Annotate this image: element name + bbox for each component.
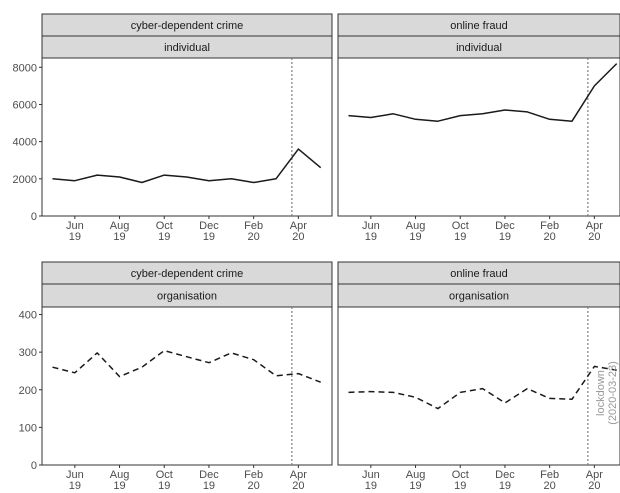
x-tick-label: Oct 19: [156, 220, 173, 243]
y-tick-label: 4000: [13, 137, 37, 149]
series-line: [348, 365, 617, 410]
x-tick-label: Feb 20: [540, 220, 559, 243]
y-tick-label: 200: [19, 385, 37, 397]
facet-strip-label-online-fraud: online fraud: [450, 268, 508, 280]
panel-frame: [41, 57, 333, 217]
lockdown-annotation: lockdown(2020-03-23): [595, 361, 619, 425]
x-tick-label: Feb 20: [244, 469, 263, 492]
x-tick-label: Oct 19: [156, 469, 173, 492]
x-tick-label: Dec 19: [199, 469, 219, 492]
facet-strip-label-individual: individual: [164, 42, 210, 54]
y-tick-label: 6000: [13, 99, 37, 111]
panel-frame: [41, 306, 333, 466]
facet-panel: cyber-dependent crime organisation 0 100 200…: [19, 261, 333, 492]
x-tick-label: Aug 19: [110, 469, 130, 492]
x-tick-label: Oct 19: [452, 469, 469, 492]
x-tick-label: Apr 20: [290, 469, 307, 492]
facet-panel: cyber-dependent crime individual 0 2000 4000…: [13, 13, 333, 243]
x-tick-label: Jun 19: [362, 220, 380, 243]
facet-strip-label-organisation: organisation: [157, 291, 217, 303]
x-tick-label: Oct 19: [452, 220, 469, 243]
y-tick-label: 8000: [13, 62, 37, 74]
x-tick-label: Apr 20: [586, 220, 603, 243]
facet-panel: online fraud organisation Jun 19 Aug 19 Oct 19 D…: [337, 261, 620, 492]
y-tick-label: 2000: [13, 174, 37, 186]
x-tick-label: Aug 19: [406, 469, 426, 492]
facet-strip-label-cyber-dependent-crime: cyber-dependent crime: [131, 268, 244, 280]
facet-panel: online fraud individual Jun 19 Aug 19 Oct 19 Dec…: [337, 13, 620, 243]
series-line: [52, 148, 322, 184]
facet-strip-label-individual: individual: [456, 42, 502, 54]
y-tick-label: 100: [19, 422, 37, 434]
x-tick-label: Dec 19: [199, 220, 219, 243]
facet-strip-label-organisation: organisation: [449, 291, 509, 303]
facet-strip-label-cyber-dependent-crime: cyber-dependent crime: [131, 20, 244, 32]
panel-frame: [337, 306, 620, 466]
panel-frame: [337, 57, 620, 217]
x-tick-label: Dec 19: [495, 220, 515, 243]
x-tick-label: Jun 19: [362, 469, 380, 492]
x-tick-label: Apr 20: [586, 469, 603, 492]
x-tick-label: Aug 19: [406, 220, 426, 243]
x-tick-label: Jun 19: [66, 220, 84, 243]
series-line: [52, 349, 321, 383]
x-tick-label: Feb 20: [540, 469, 559, 492]
y-tick-label: 300: [19, 347, 37, 359]
y-tick-label: 0: [31, 460, 37, 472]
y-tick-label: 0: [31, 211, 37, 223]
x-tick-label: Aug 19: [110, 220, 130, 243]
x-tick-label: Apr 20: [290, 220, 307, 243]
facet-strip-label-online-fraud: online fraud: [450, 20, 508, 32]
series-line: [348, 63, 618, 122]
y-tick-label: 400: [19, 310, 37, 322]
x-tick-label: Dec 19: [495, 469, 515, 492]
x-tick-label: Jun 19: [66, 469, 84, 492]
x-tick-label: Feb 20: [244, 220, 263, 243]
